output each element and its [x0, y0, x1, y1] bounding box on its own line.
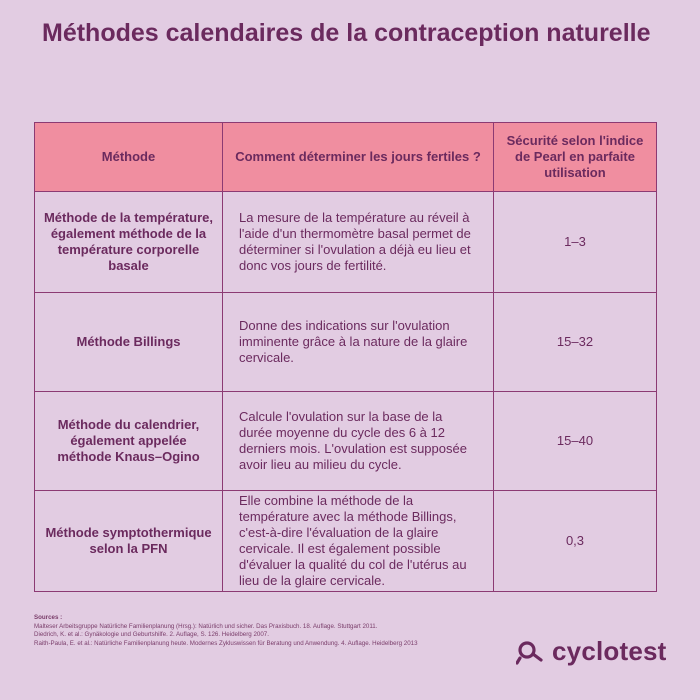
pearl-value: 1–3: [493, 191, 657, 293]
sources-block: Sources : Malteser Arbeitsgruppe Natürli…: [34, 614, 494, 648]
page-title: Méthodes calendaires de la contraception…: [42, 19, 651, 47]
method-description: La mesure de la température au réveil à …: [222, 191, 494, 293]
method-name: Méthode symptothermique selon la PFN: [34, 490, 223, 592]
method-description: Donne des indications sur l'ovulation im…: [222, 292, 494, 392]
method-name: Méthode Billings: [34, 292, 223, 392]
table-row: Méthode du calendrier, également appelée…: [34, 391, 657, 491]
method-name: Méthode de la température, également mét…: [34, 191, 223, 293]
header-method: Méthode: [34, 122, 223, 192]
pearl-value: 15–40: [493, 391, 657, 491]
brand-name: cyclotest: [552, 636, 667, 666]
source-line: Malteser Arbeitsgruppe Natürliche Famili…: [34, 622, 378, 630]
table-row: Méthode Billings Donne des indications s…: [34, 292, 657, 392]
header-pearl-index: Sécurité selon l'indice de Pearl en parf…: [493, 122, 657, 192]
brand-logo: cyclotest: [516, 636, 667, 667]
sources-label: Sources :: [34, 614, 63, 621]
table-header-row: Méthode Comment déterminer les jours fer…: [34, 122, 657, 192]
source-line: Raith-Paula, E. et al.: Natürliche Famil…: [34, 639, 418, 647]
method-description: Calcule l'ovulation sur la base de la du…: [222, 391, 494, 491]
female-symbol-icon: [516, 640, 543, 665]
method-description: Elle combine la méthode de la températur…: [222, 490, 494, 592]
method-name: Méthode du calendrier, également appelée…: [34, 391, 223, 491]
header-fertile-days: Comment déterminer les jours fertiles ?: [222, 122, 494, 192]
table-row: Méthode de la température, également mét…: [34, 191, 657, 293]
pearl-value: 0,3: [493, 490, 657, 592]
table-row: Méthode symptothermique selon la PFN Ell…: [34, 490, 657, 592]
pearl-value: 15–32: [493, 292, 657, 392]
methods-table: Méthode Comment déterminer les jours fer…: [34, 122, 657, 592]
source-line: Diedrich, K. et al.: Gynäkologie und Geb…: [34, 631, 269, 638]
